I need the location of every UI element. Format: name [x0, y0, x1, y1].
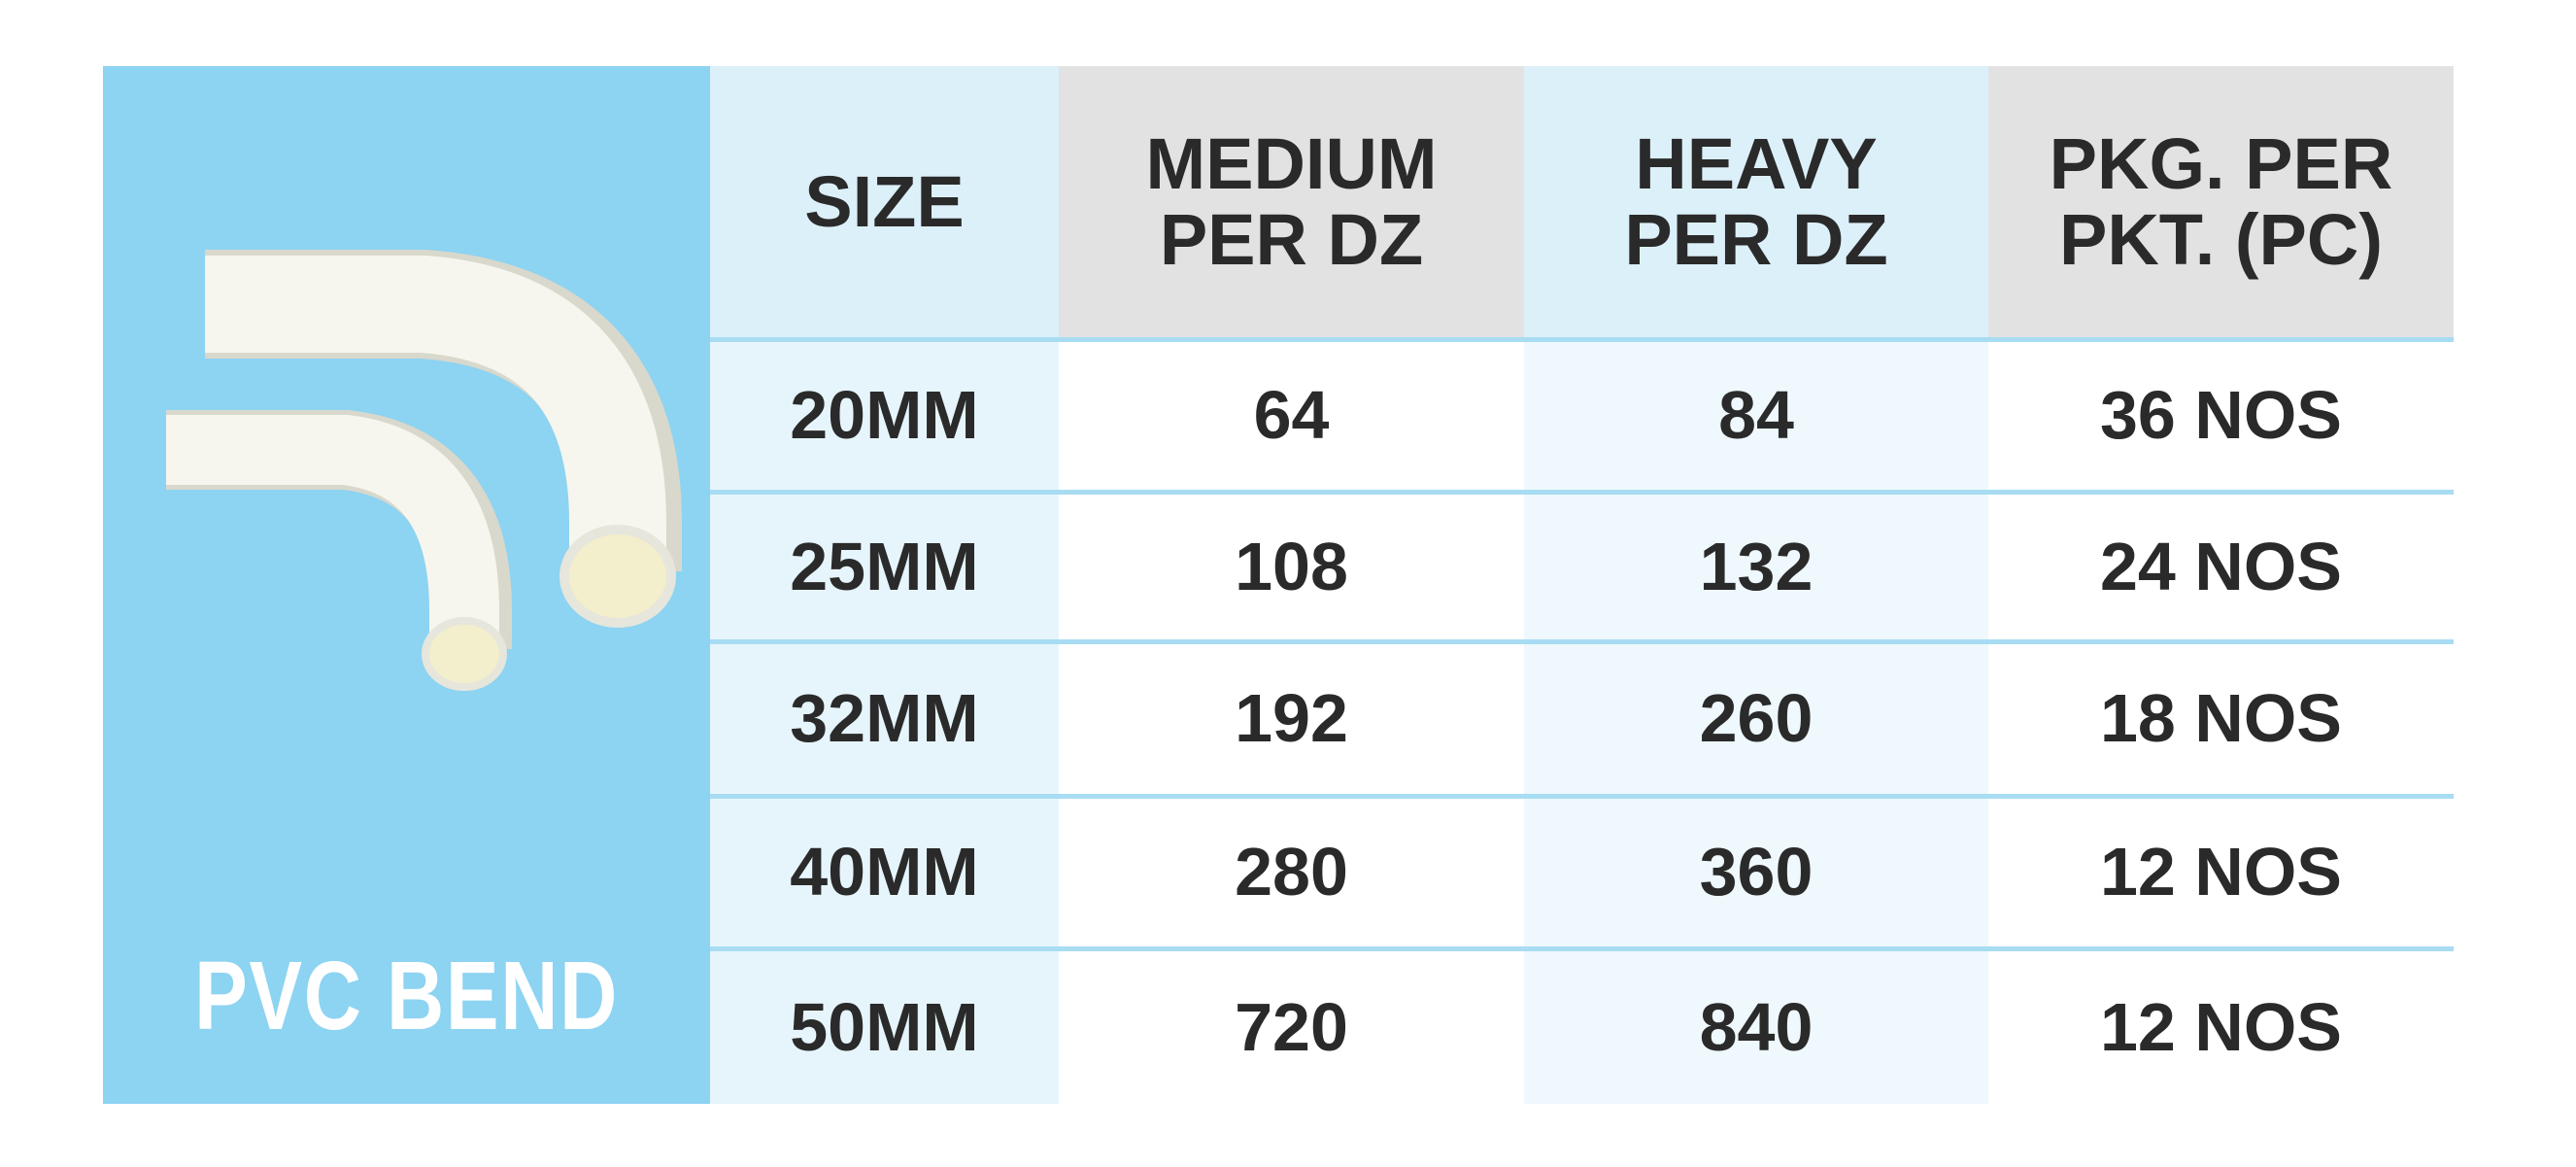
- table-cell: 12 NOS: [1988, 946, 2454, 1104]
- header-text: MEDIUM: [1145, 122, 1438, 204]
- cell-text: 64: [1253, 377, 1330, 454]
- table-cell: 360: [1524, 794, 1988, 946]
- cell-text: 18 NOS: [2100, 680, 2342, 757]
- cell-text: 20MM: [790, 377, 979, 454]
- cell-text: 40MM: [790, 834, 979, 910]
- cell-text: 132: [1699, 528, 1813, 604]
- table-cell: 132: [1524, 490, 1988, 639]
- cell-text: 720: [1235, 988, 1348, 1065]
- cell-text: 280: [1235, 834, 1348, 910]
- product-panel: PVC BEND: [103, 66, 710, 1104]
- header-cell: PKG. PER PKT. (PC): [1988, 66, 2454, 337]
- table-cell: 12 NOS: [1988, 794, 2454, 946]
- table-cell: 192: [1059, 639, 1524, 794]
- cell-text: 12 NOS: [2100, 834, 2342, 910]
- header-text: PER DZ: [1624, 198, 1888, 280]
- cell-text: 36 NOS: [2100, 377, 2342, 454]
- small-bend-opening: [422, 617, 507, 691]
- header-text: PER DZ: [1159, 198, 1424, 280]
- table-cell: 840: [1524, 946, 1988, 1104]
- table-cell: 18 NOS: [1988, 639, 2454, 794]
- product-label: PVC BEND: [194, 942, 619, 1050]
- cell-text: 260: [1699, 680, 1813, 757]
- header-cell: MEDIUM PER DZ: [1059, 66, 1524, 337]
- header-cell: SIZE: [710, 66, 1059, 337]
- cell-text: 108: [1235, 528, 1348, 604]
- table-cell: 32MM: [710, 639, 1059, 794]
- large-bend-opening: [559, 525, 676, 628]
- table-cell: 108: [1059, 490, 1524, 639]
- header-text: SIZE: [804, 160, 965, 242]
- table-cell: 280: [1059, 794, 1524, 946]
- table-cell: 64: [1059, 337, 1524, 490]
- cell-text: 192: [1235, 680, 1348, 757]
- table-cell: 50MM: [710, 946, 1059, 1104]
- small-bend: [166, 415, 499, 649]
- large-bend: [205, 256, 666, 571]
- header-text: PKT. (PC): [2059, 198, 2383, 280]
- table-cell: 260: [1524, 639, 1988, 794]
- cell-text: 24 NOS: [2100, 528, 2342, 604]
- table-cell: 720: [1059, 946, 1524, 1104]
- product-image: [166, 250, 682, 691]
- table-cell: 84: [1524, 337, 1988, 490]
- table-cell: 25MM: [710, 490, 1059, 639]
- cell-text: 840: [1699, 988, 1813, 1065]
- header-cell: HEAVY PER DZ: [1524, 66, 1988, 337]
- header-text: HEAVY: [1635, 122, 1878, 204]
- cell-text: 32MM: [790, 680, 979, 757]
- cell-text: 50MM: [790, 988, 979, 1065]
- cell-text: 12 NOS: [2100, 988, 2342, 1065]
- header-text: PKG. PER: [2049, 122, 2393, 204]
- cell-text: 84: [1718, 377, 1794, 454]
- table-cell: 24 NOS: [1988, 490, 2454, 639]
- cell-text: 25MM: [790, 528, 979, 604]
- cell-text: 360: [1699, 834, 1813, 910]
- table-cell: 36 NOS: [1988, 337, 2454, 490]
- table-cell: 20MM: [710, 337, 1059, 490]
- table-cell: 40MM: [710, 794, 1059, 946]
